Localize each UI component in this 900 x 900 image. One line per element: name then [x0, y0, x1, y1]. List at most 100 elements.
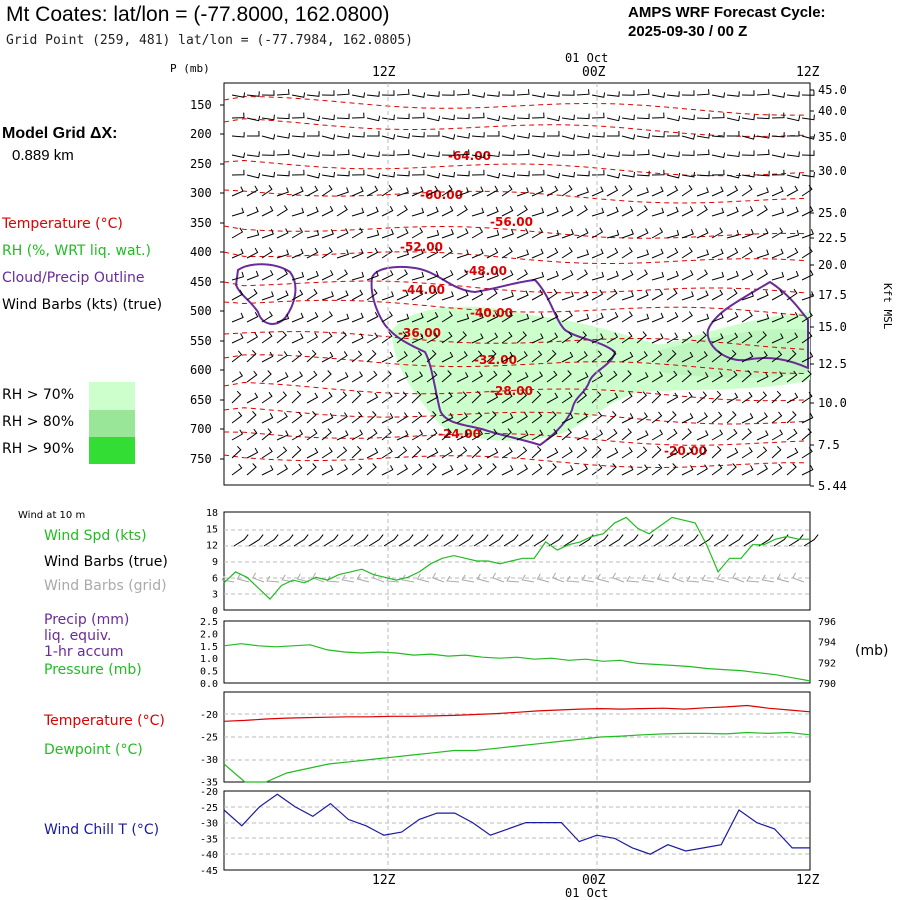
height-tick-label: 30.0 [818, 164, 847, 178]
wind-barb [681, 351, 694, 363]
wind-barb [786, 370, 798, 383]
wind-barb [306, 247, 319, 259]
wind-barb [471, 112, 485, 119]
wind-barb [306, 206, 319, 217]
wind-barb [621, 370, 632, 383]
wind-barb [261, 351, 274, 363]
wind-barb [291, 390, 302, 404]
wind-barb [516, 430, 529, 441]
wind-barb [606, 447, 619, 459]
wind-barb [321, 114, 335, 121]
wind-barb [306, 392, 319, 404]
wind-barb-true [488, 534, 504, 547]
wind-barb [471, 333, 484, 344]
wind-barb [621, 229, 634, 239]
wind-barb [306, 447, 319, 459]
wind-barb [486, 288, 498, 301]
wind-barb [786, 115, 801, 122]
wind-barb [381, 247, 393, 259]
wind-barb [411, 429, 424, 441]
pressure-tick-label: 350 [190, 216, 212, 230]
wind-barb [306, 185, 319, 197]
wind-barb [666, 172, 681, 179]
wind-barb [411, 463, 423, 476]
wind-barb [351, 411, 363, 424]
wind-barb [516, 170, 530, 177]
wind-barb [336, 446, 348, 459]
wind-barb [366, 115, 381, 122]
wind-barb [261, 370, 272, 383]
wind-barb [441, 465, 454, 476]
wind-barb [666, 151, 680, 158]
wind-barb [366, 349, 377, 363]
wind-barb [771, 289, 784, 301]
wind-barb [276, 205, 288, 217]
precip-tick: 2.0 [200, 629, 218, 640]
legend-temp-sfc: Temperature (°C) [44, 713, 165, 729]
wind-barb-grid [296, 573, 310, 583]
wind-barb [231, 169, 245, 176]
wind-barb [246, 463, 257, 476]
wind-barb [486, 185, 499, 197]
height-tick-label: 7.5 [818, 438, 840, 452]
wind-barb [291, 312, 304, 323]
wind-barb [561, 447, 573, 459]
isotherm-line [223, 331, 805, 350]
wind-barb-true [713, 534, 729, 547]
wind-barb [741, 205, 754, 217]
model-grid-value: 0.889 km [12, 147, 74, 164]
wind-barb [606, 392, 619, 404]
wind-barb [411, 411, 423, 424]
wind-barb-grid [551, 572, 565, 583]
wind-barb [651, 207, 665, 217]
wind-barb-true [308, 534, 324, 547]
wind-barb [291, 132, 305, 138]
wind-barb [726, 349, 737, 363]
wind-barb [561, 291, 574, 301]
wind-barb [636, 313, 650, 323]
wind-barb [351, 350, 363, 363]
isotherm-label: -52.00 [400, 240, 443, 254]
wind-barb [321, 391, 333, 404]
isotherm-label: -40.00 [470, 306, 513, 320]
wind-barb [351, 227, 364, 239]
wind-barb [741, 90, 755, 96]
wind-barb [651, 312, 664, 323]
bottom-time-12z-a: 12Z [372, 873, 396, 888]
wind-speed-tick: 9 [212, 557, 218, 568]
wind-barb [501, 291, 514, 301]
wind-barb [561, 311, 573, 323]
wind-barb-grid [626, 575, 640, 583]
wind10-title: Wind at 10 m [18, 510, 86, 521]
wind-barb [711, 463, 723, 476]
wind-barb [636, 351, 648, 363]
wind-barb [261, 391, 273, 404]
wind-barb-grid [356, 573, 370, 583]
wind-barb [516, 205, 528, 217]
pressure-tick-right: 796 [818, 617, 836, 628]
wind-barb [276, 331, 287, 344]
wind-barb [651, 371, 663, 383]
wind-barb [246, 428, 258, 441]
wind-barb [741, 351, 754, 363]
wind-barb [411, 289, 424, 301]
wind-barb [471, 152, 486, 159]
wind-barb [771, 271, 785, 281]
wind-barb [246, 115, 261, 122]
p-axis-label: P (mb) [170, 62, 210, 75]
wind-barb [756, 269, 768, 281]
wind-barb [396, 133, 410, 139]
wind-barb [351, 152, 366, 159]
wind-barb [366, 270, 379, 281]
wind-barb [756, 372, 769, 383]
wind-barb [441, 171, 455, 178]
wind-barb [381, 331, 393, 344]
wind-barb [561, 247, 573, 259]
wind-barb [771, 227, 784, 239]
rh-90-label: RH > 90% [2, 441, 75, 457]
wind-barb [276, 170, 290, 177]
legend-dewpoint: Dewpoint (°C) [44, 742, 143, 758]
wind-barb [591, 312, 604, 323]
wind-barb [651, 132, 665, 138]
wind-barb [351, 169, 365, 176]
